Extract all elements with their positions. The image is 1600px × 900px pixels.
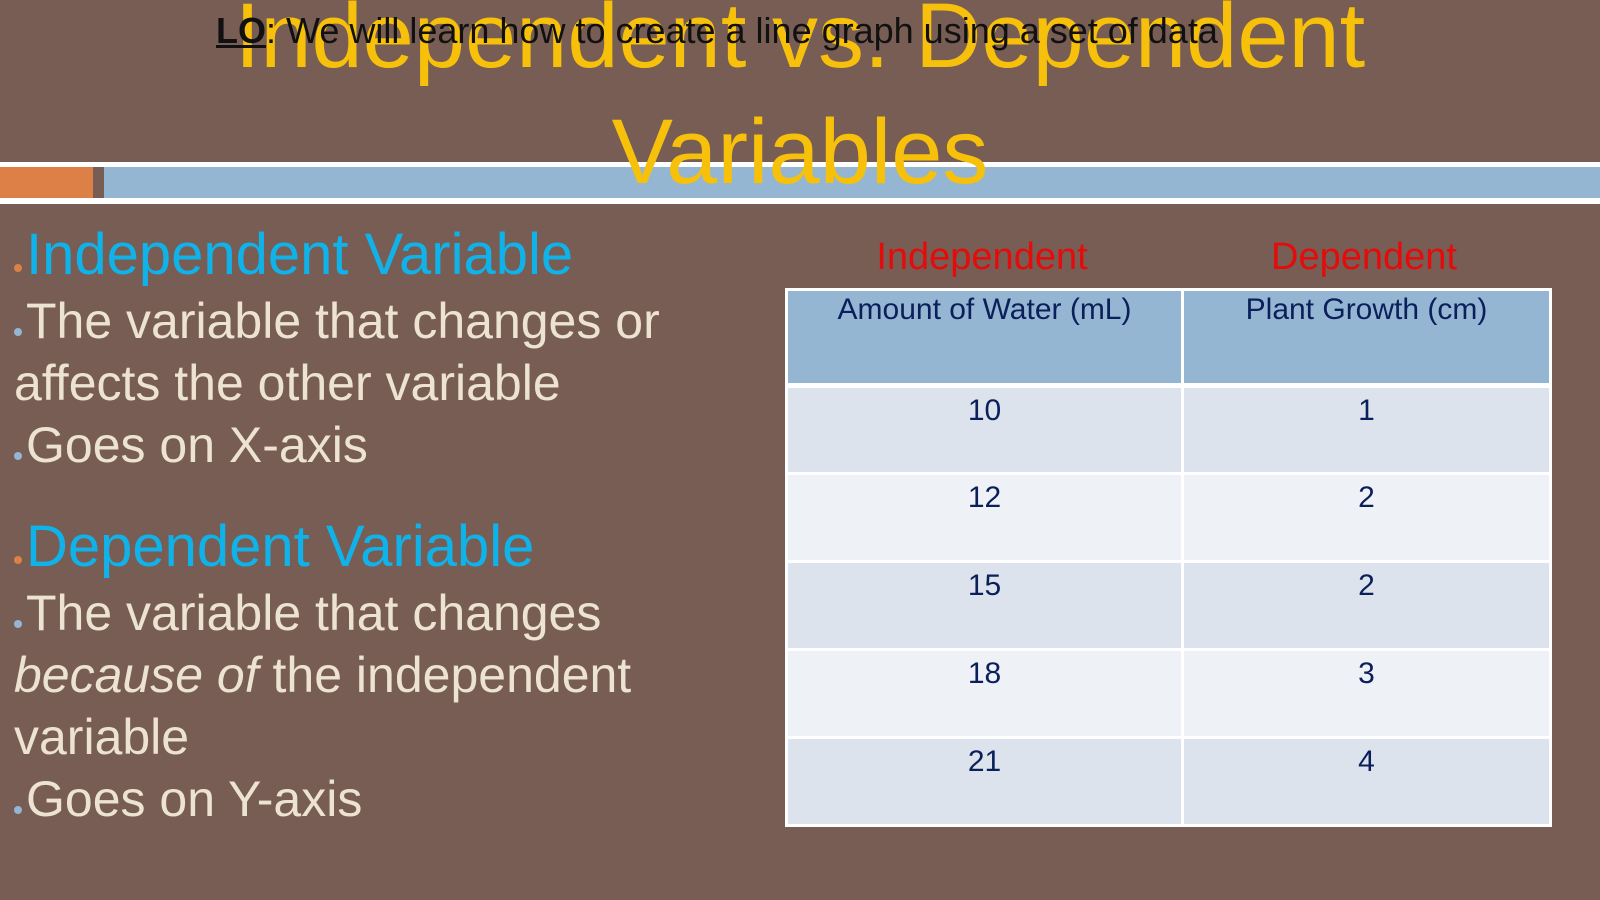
- bullet-icon: [14, 806, 22, 814]
- table-cell-growth: 2: [1181, 472, 1552, 563]
- divider-line-bottom: [0, 198, 1600, 204]
- dependent-variable-heading: Dependent Variable: [14, 512, 744, 582]
- bullet-icon: [14, 620, 22, 628]
- learning-objective-text: : We will learn how to create a line gra…: [266, 10, 1218, 51]
- accent-bar-orange: [0, 167, 93, 198]
- divider-line-top: [0, 162, 1600, 167]
- dependent-variable-heading-text: Dependent Variable: [26, 514, 535, 579]
- table-header-growth: Plant Growth (cm): [1181, 288, 1552, 388]
- learning-objective: LO: We will learn how to create a line g…: [216, 10, 1218, 52]
- table-row: 18 3: [785, 648, 1552, 739]
- definitions-panel: Independent Variable The variable that c…: [14, 220, 744, 830]
- table-row: 10 1: [785, 384, 1552, 475]
- dependent-definition-text-b: the independent variable: [14, 647, 632, 765]
- independent-variable-heading-text: Independent Variable: [26, 222, 574, 287]
- bullet-icon: [14, 556, 22, 564]
- dependent-definition: The variable that changes because of the…: [14, 582, 744, 768]
- dependent-definition-emphasis: because of: [14, 647, 259, 703]
- independent-definition-text: The variable that changes or affects the…: [14, 293, 660, 411]
- table-cell-water: 10: [785, 384, 1184, 475]
- data-table: Amount of Water (mL) Plant Growth (cm) 1…: [785, 288, 1552, 827]
- bullet-icon: [14, 328, 22, 336]
- dependent-axis-note: Goes on Y-axis: [14, 768, 744, 830]
- table-cell-water: 12: [785, 472, 1184, 563]
- table-row: 12 2: [785, 472, 1552, 563]
- table-cell-growth: 1: [1181, 384, 1552, 475]
- table-cell-water: 15: [785, 560, 1184, 651]
- table-cell-water: 18: [785, 648, 1184, 739]
- bullet-icon: [14, 264, 22, 272]
- column-label-independent: Independent: [876, 236, 1088, 278]
- independent-axis-note-text: Goes on X-axis: [26, 417, 368, 473]
- dependent-definition-text-a: The variable that changes: [26, 585, 602, 641]
- table-row: 21 4: [785, 736, 1552, 827]
- table-row: 15 2: [785, 560, 1552, 651]
- table-cell-water: 21: [785, 736, 1184, 827]
- table-header-water: Amount of Water (mL): [785, 288, 1184, 388]
- independent-variable-heading: Independent Variable: [14, 220, 744, 290]
- slide-title-line1: Independent vs. Dependent: [234, 0, 1366, 87]
- learning-objective-label: LO: [216, 10, 266, 51]
- table-cell-growth: 3: [1181, 648, 1552, 739]
- dependent-axis-note-text: Goes on Y-axis: [26, 771, 363, 827]
- table-cell-growth: 4: [1181, 736, 1552, 827]
- accent-bar-blue: [104, 167, 1600, 198]
- independent-definition: The variable that changes or affects the…: [14, 290, 744, 414]
- slide-title: Independent vs. Dependent Variables: [0, 0, 1600, 210]
- bullet-icon: [14, 452, 22, 460]
- slide-title-line2: Variables: [611, 101, 989, 203]
- table-cell-growth: 2: [1181, 560, 1552, 651]
- table-header-row: Amount of Water (mL) Plant Growth (cm): [785, 288, 1552, 388]
- column-label-dependent: Dependent: [1271, 236, 1457, 278]
- independent-axis-note: Goes on X-axis: [14, 414, 744, 476]
